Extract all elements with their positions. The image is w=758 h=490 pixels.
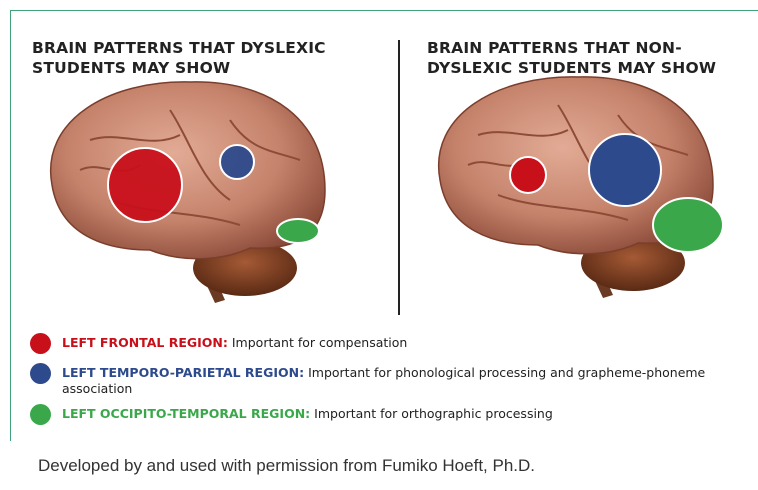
frontal-region-marker xyxy=(510,157,546,193)
panel-title: BRAIN PATTERNS THAT DYSLEXIC STUDENTS MA… xyxy=(32,38,326,78)
legend-label: LEFT OCCIPITO-TEMPORAL REGION: xyxy=(62,406,310,421)
brain-right xyxy=(439,77,723,298)
title-line: STUDENTS MAY SHOW xyxy=(32,58,326,78)
legend-description: Important for orthographic processing xyxy=(314,406,553,421)
occipito-temporal-marker xyxy=(277,219,319,243)
legend-dot xyxy=(30,404,51,425)
temporo-parietal-marker xyxy=(220,145,254,179)
divider xyxy=(398,40,400,315)
page: BRAIN PATTERNS THAT DYSLEXIC STUDENTS MA… xyxy=(0,0,758,490)
legend-description: Important for compensation xyxy=(232,335,407,350)
title-line: BRAIN PATTERNS THAT DYSLEXIC xyxy=(32,38,326,58)
legend-label: LEFT FRONTAL REGION: xyxy=(62,335,228,350)
panel-title: BRAIN PATTERNS THAT NON- DYSLEXIC STUDEN… xyxy=(427,38,716,78)
legend-dot xyxy=(30,363,51,384)
brain-left xyxy=(51,82,325,303)
caption: Developed by and used with permission fr… xyxy=(38,456,535,476)
title-line: BRAIN PATTERNS THAT NON- xyxy=(427,38,716,58)
occipito-temporal-marker xyxy=(653,198,723,252)
temporo-parietal-marker xyxy=(589,134,661,206)
title-line: DYSLEXIC STUDENTS MAY SHOW xyxy=(427,58,716,78)
legend-label: LEFT TEMPORO-PARIETAL REGION: xyxy=(62,365,304,380)
legend-dot xyxy=(30,333,51,354)
frontal-region-marker xyxy=(108,148,182,222)
